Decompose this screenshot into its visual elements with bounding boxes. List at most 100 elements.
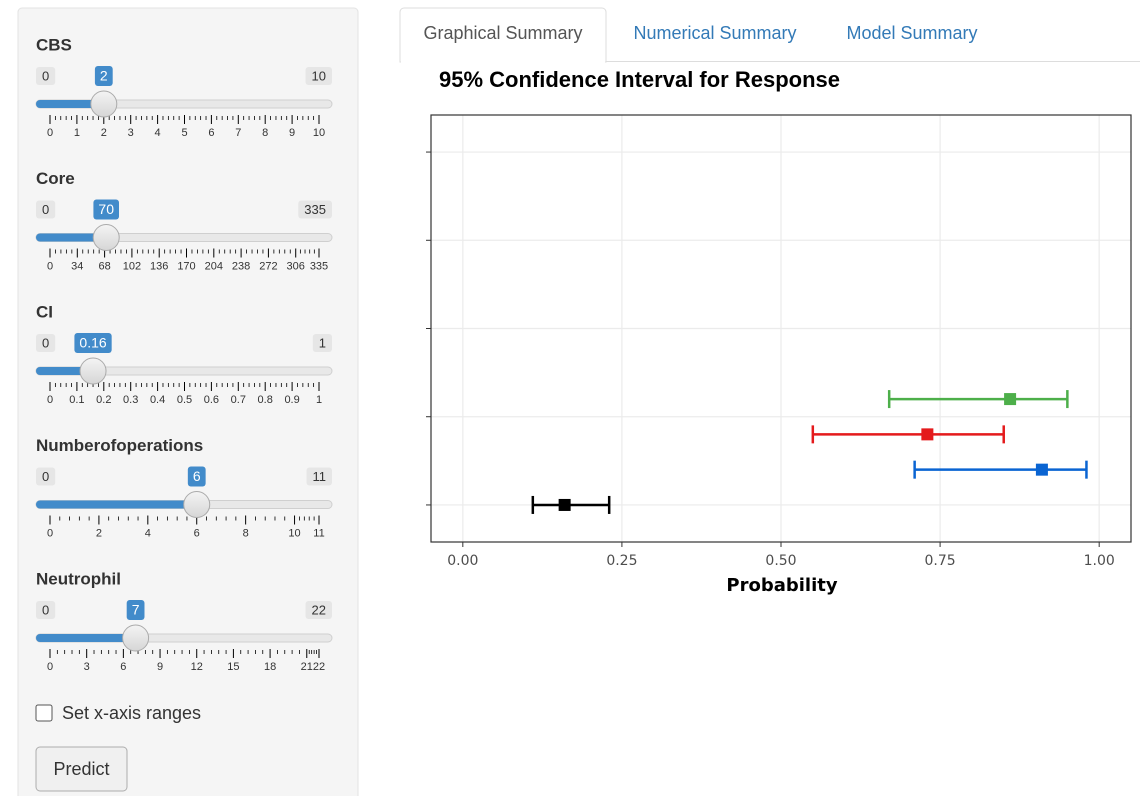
- slider-fill: [36, 500, 197, 509]
- slider-tick-label: 335: [310, 260, 328, 272]
- slider-tick-label: 1: [316, 394, 322, 406]
- point: [921, 428, 934, 441]
- slider-label: Numberofoperations: [36, 436, 203, 455]
- slider-tick-label: 15: [227, 661, 239, 673]
- checkbox-label[interactable]: Set x-axis ranges: [62, 703, 201, 723]
- slider-tick-label: 7: [235, 127, 241, 139]
- slider-value-badge: [126, 600, 145, 620]
- slider-tick-label: 2: [101, 127, 107, 139]
- slider-tick-label: 6: [120, 661, 126, 673]
- slider-max-badge: [305, 601, 332, 619]
- slider-tick-label: 0.4: [150, 394, 165, 406]
- predict-button[interactable]: [35, 746, 128, 792]
- slider-handle[interactable]: [92, 224, 120, 251]
- slider-max: 11: [313, 469, 327, 484]
- slider-tick-label: 5: [181, 127, 187, 139]
- slider-tick-label: 102: [123, 260, 141, 272]
- slider-tick-label: 21: [301, 661, 313, 673]
- slider-tick-label: 18: [264, 661, 276, 673]
- slider-tick-label: 3: [84, 661, 90, 673]
- slider-tick-label: 0: [47, 661, 53, 673]
- active-tab[interactable]: [399, 7, 607, 63]
- slider-fill: [36, 367, 94, 375]
- slider-tick-label: 170: [177, 260, 195, 272]
- slider-tick-label: 3: [128, 127, 134, 139]
- slider-min-badge: [36, 467, 56, 486]
- slider-label: Neutrophil: [36, 569, 121, 588]
- slider-value: 0.16: [79, 335, 106, 351]
- slider-min-badge: [36, 67, 56, 85]
- slider-max: 335: [304, 202, 326, 217]
- slider-tick-label: 306: [287, 260, 305, 272]
- slider-tick-label: 9: [289, 127, 295, 139]
- slider-min: 0: [42, 335, 49, 350]
- slider-fill: [36, 233, 107, 242]
- slider-tick-label: 0: [47, 260, 53, 272]
- slider-max: 1: [319, 335, 326, 350]
- slider-tick-label: 22: [313, 661, 325, 673]
- slider-tick-label: 8: [243, 527, 249, 539]
- tab[interactable]: Graphical Summary: [423, 23, 582, 43]
- point: [1035, 463, 1048, 476]
- slider-fill: [36, 100, 104, 108]
- slider-tick-label: 10: [313, 127, 325, 139]
- plot-border: [430, 114, 1132, 543]
- slider-tick-label: 10: [288, 527, 300, 539]
- tab[interactable]: Model Summary: [846, 23, 977, 43]
- slider-tick-label: 4: [155, 127, 161, 139]
- slider-label: Core: [36, 169, 75, 188]
- slider-max-badge: [305, 67, 332, 85]
- slider-tick-label: 238: [232, 260, 250, 272]
- slider-value-badge: [187, 466, 206, 487]
- slider-handle[interactable]: [183, 491, 211, 518]
- slider-tick-label: 0.9: [284, 394, 299, 406]
- slider-max: 10: [312, 68, 326, 83]
- x-tick-label: 0.75: [925, 553, 956, 569]
- slider-min: 0: [42, 68, 49, 83]
- slider-min-badge: [36, 200, 56, 219]
- slider-handle[interactable]: [122, 624, 150, 652]
- chart-title: 95% Confidence Interval for Response: [439, 67, 840, 92]
- slider-tick-label: 34: [71, 260, 83, 272]
- slider-tick-label: 9: [157, 661, 163, 673]
- slider-min: 0: [42, 602, 49, 617]
- slider-label: CBS: [36, 35, 72, 54]
- slider-tick-label: 0: [47, 127, 53, 139]
- slider-tick-label: 0.7: [231, 394, 246, 406]
- slider-min-badge: [36, 601, 56, 619]
- slider-tick-label: 0.8: [258, 394, 273, 406]
- checkbox[interactable]: [35, 704, 53, 722]
- button-label[interactable]: Predict: [53, 759, 109, 779]
- slider-fill: [36, 634, 136, 642]
- slider-tick-label: 12: [191, 661, 203, 673]
- slider-tick-label: 0.1: [69, 394, 84, 406]
- slider-tick-label: 11: [313, 527, 324, 539]
- x-tick-label: 0.00: [447, 553, 478, 569]
- slider-tick-label: 6: [208, 127, 214, 139]
- slider-value: 7: [132, 602, 140, 618]
- slider-min: 0: [42, 202, 49, 217]
- slider-handle[interactable]: [90, 90, 118, 118]
- slider-value: 6: [193, 468, 201, 484]
- slider-min-badge: [36, 334, 56, 352]
- slider-tick-label: 8: [262, 127, 268, 139]
- slider-tick-label: 204: [205, 260, 223, 272]
- slider-tick-label: 0.3: [123, 394, 138, 406]
- slider-value-badge: [93, 199, 119, 220]
- slider-label: CI: [36, 302, 53, 321]
- slider-tick-label: 0: [47, 527, 53, 539]
- slider-tick-label: 4: [145, 527, 151, 539]
- slider-tick-label: 1: [74, 127, 80, 139]
- slider-value-badge: [94, 66, 113, 86]
- slider-max-badge: [306, 467, 332, 486]
- point: [558, 498, 571, 511]
- slider-value: 70: [98, 201, 114, 217]
- tab[interactable]: Numerical Summary: [633, 23, 796, 43]
- slider-tick-label: 2: [96, 527, 102, 539]
- slider-tick-label: 136: [150, 260, 168, 272]
- slider-handle[interactable]: [79, 357, 107, 385]
- slider-tick-label: 272: [259, 260, 277, 272]
- slider-tick-label: 6: [194, 527, 200, 539]
- slider-tick-label: 68: [98, 260, 110, 272]
